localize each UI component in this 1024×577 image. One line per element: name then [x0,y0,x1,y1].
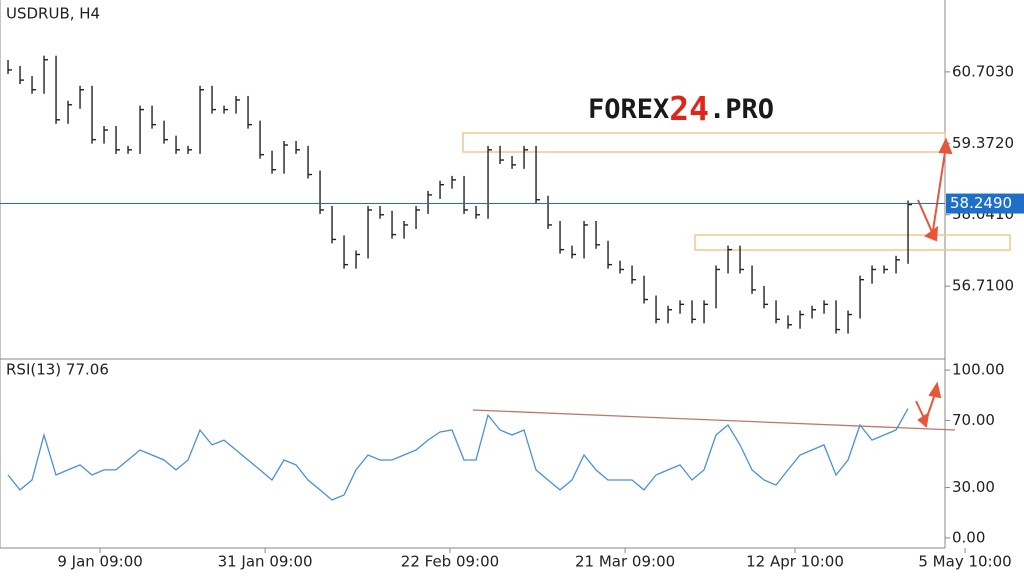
x-tick-label: 22 Feb 09:00 [401,553,499,571]
arrows [915,137,953,428]
x-tick-label: 9 Jan 09:00 [57,553,142,571]
rsi-title: RSI(13) 77.06 [6,361,109,379]
y-tick-label: 59.3720 [952,134,1014,152]
watermark: FOREX24.PRO [588,89,774,128]
watermark-part: FOREX [588,94,669,125]
y-tick-label: 30.00 [952,478,995,496]
watermark-part: .PRO [709,94,774,125]
rsi-line [7,408,909,501]
x-tick-label: 21 Mar 09:00 [575,553,675,571]
y-tick-label: 100.00 [952,361,1005,379]
x-tick-label: 5 May 10:00 [918,553,1011,571]
current-price-label: 58.2490 [950,194,1012,212]
chart-title: USDRUB, H4 [6,5,100,23]
y-tick-label: 70.00 [952,411,995,429]
x-tick-label: 31 Jan 09:00 [218,553,313,571]
y-tick-label: 0.00 [952,528,985,546]
current-price-box [946,193,1024,214]
y-tick-label: 56.7100 [952,277,1014,295]
trend-line [472,409,956,431]
zone-box [694,234,1011,251]
watermark-part: 24 [669,89,709,128]
x-tick-label: 12 Apr 10:00 [746,553,844,571]
y-tick-label: 60.7030 [952,62,1014,80]
